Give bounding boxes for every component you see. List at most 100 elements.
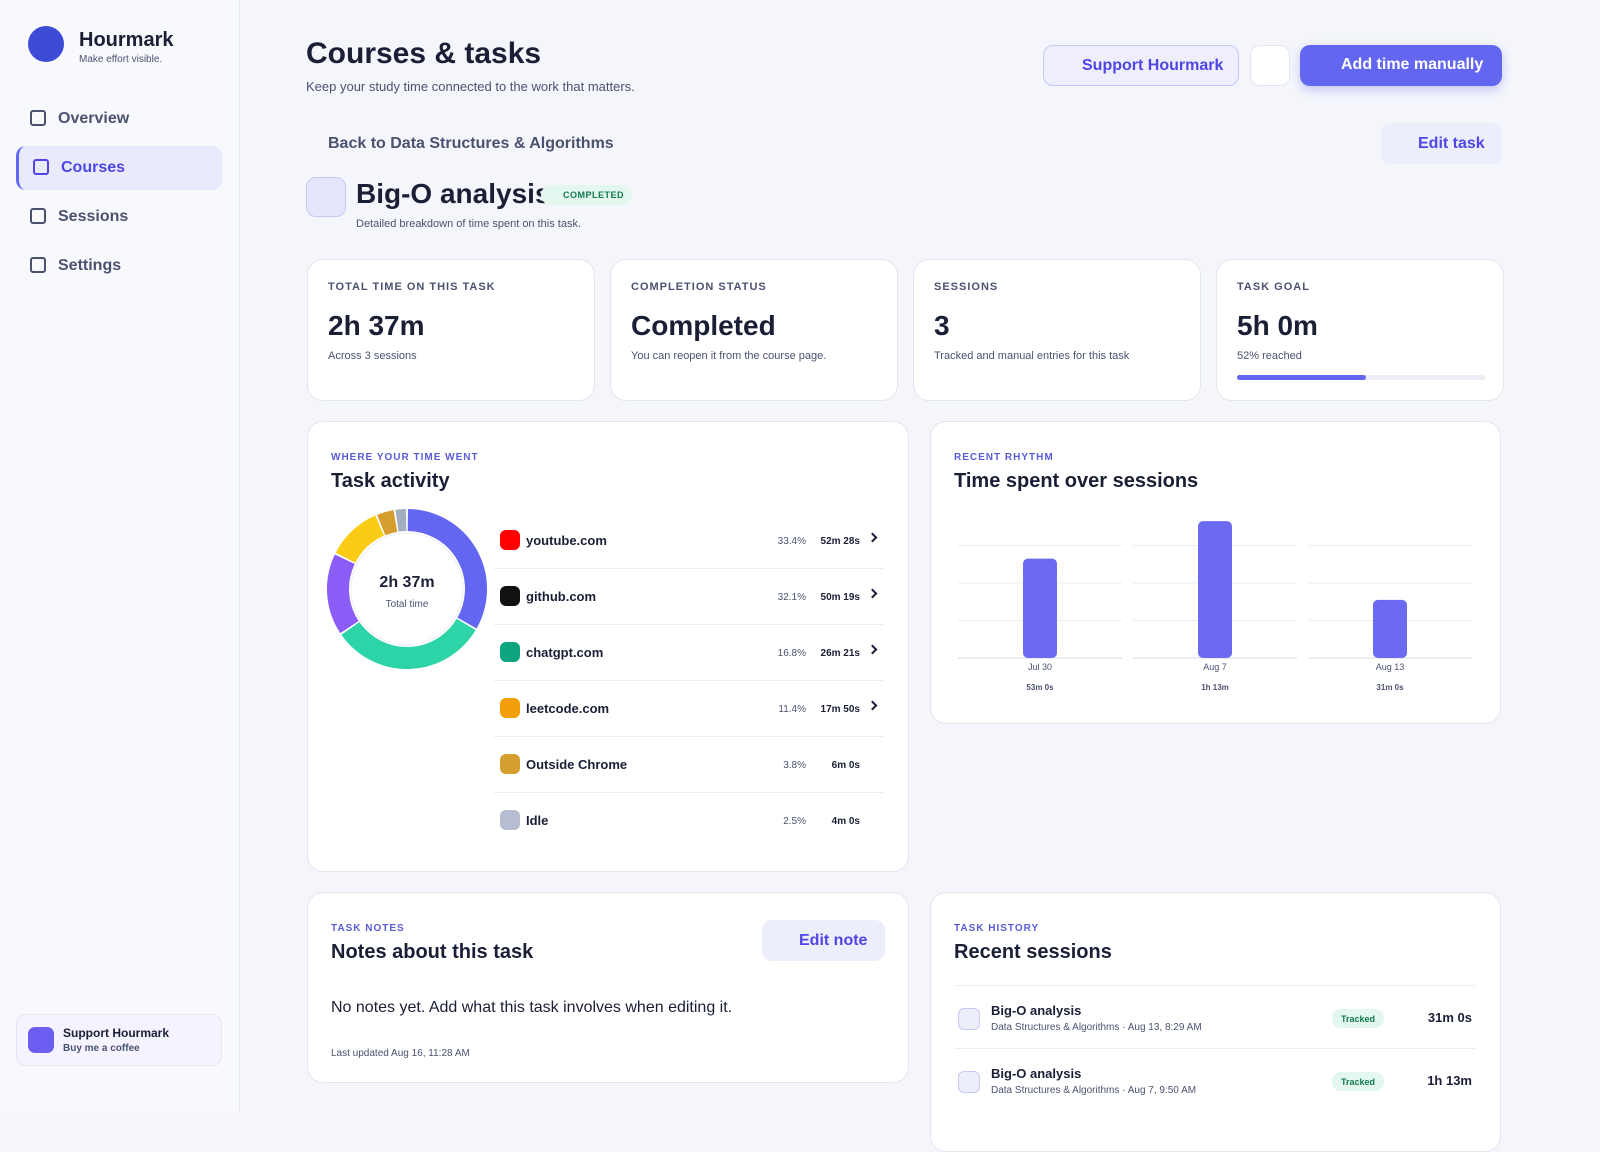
stat-value: 3 bbox=[934, 310, 950, 341]
nav-item[interactable]: Overview bbox=[16, 97, 222, 141]
stat-label: TOTAL TIME ON THIS TASK bbox=[328, 281, 496, 293]
activity-row[interactable]: youtube.com 33.4% 52m 28s bbox=[494, 513, 884, 569]
session-name: Big-O analysis bbox=[991, 1066, 1082, 1081]
eyebrow: WHERE YOUR TIME WENT bbox=[331, 452, 479, 463]
activity-row[interactable]: github.com 32.1% 50m 19s bbox=[494, 569, 884, 625]
chevron bbox=[867, 588, 878, 599]
nav-icon bbox=[33, 159, 49, 175]
session-name: Big-O analysis bbox=[991, 1003, 1082, 1018]
donut-segment bbox=[377, 510, 398, 536]
activity-row: Outside Chrome 3.8% 6m 0s bbox=[494, 737, 884, 793]
tagline: Make effort visible. bbox=[79, 54, 163, 65]
site-icon bbox=[500, 810, 520, 830]
session-icon bbox=[958, 1008, 980, 1030]
site-percent: 2.5% bbox=[783, 816, 806, 827]
support-card[interactable]: Support Hourmark Buy me a coffee bbox=[16, 1014, 222, 1066]
card-title: Recent sessions bbox=[954, 941, 1112, 963]
stat-card: SESSIONS 3 Tracked and manual entries for … bbox=[913, 259, 1201, 401]
nav-item[interactable]: Sessions bbox=[16, 195, 222, 239]
donut-center-value: 2h 37m bbox=[379, 574, 434, 591]
x-label: Jul 30 bbox=[1028, 662, 1052, 672]
card-title: Time spent over sessions bbox=[954, 470, 1199, 492]
eyebrow: TASK HISTORY bbox=[954, 923, 1040, 934]
stat-note: 52% reached bbox=[1237, 350, 1302, 362]
site-duration: 50m 19s bbox=[820, 592, 860, 603]
stat-value: 2h 37m bbox=[328, 310, 425, 341]
activity-card bbox=[307, 421, 909, 872]
site-icon bbox=[500, 586, 520, 606]
chevron bbox=[867, 532, 878, 543]
nav-icon bbox=[30, 110, 46, 126]
site-icon bbox=[500, 698, 520, 718]
bar bbox=[1373, 599, 1407, 658]
donut-segment bbox=[327, 554, 359, 634]
back-link[interactable]: Back to Data Structures & Algorithms bbox=[328, 135, 614, 152]
support-button[interactable]: Support Hourmark bbox=[1043, 45, 1239, 86]
site-name: Outside Chrome bbox=[526, 757, 628, 772]
nav-label: Courses bbox=[61, 159, 126, 176]
session-time: 1h 13m bbox=[1427, 1073, 1472, 1088]
stat-card: COMPLETION STATUS Completed You can reopen… bbox=[610, 259, 898, 401]
history-card bbox=[930, 892, 1501, 1152]
page-title: Courses & tasks bbox=[306, 37, 542, 70]
nav-icon bbox=[30, 208, 46, 224]
edit-task[interactable]: Edit task bbox=[1381, 123, 1502, 164]
session-row[interactable]: Big-O analysis Data Structures & Algorith… bbox=[954, 985, 1476, 1048]
chevron bbox=[867, 700, 878, 711]
stat-note: Across 3 sessions bbox=[328, 350, 417, 362]
eyebrow: TASK NOTES bbox=[331, 923, 405, 934]
nav-label: Settings bbox=[58, 257, 122, 274]
donut-segment bbox=[407, 509, 487, 629]
notes-body: No notes yet. Add what this task involve… bbox=[331, 999, 733, 1016]
nav-label: Sessions bbox=[58, 208, 129, 225]
theme-toggle[interactable] bbox=[1250, 45, 1290, 86]
page-subtitle: Keep your study time connected to the wo… bbox=[306, 79, 635, 94]
task-icon bbox=[306, 177, 346, 217]
donut-segment bbox=[395, 509, 407, 532]
stat-label: COMPLETION STATUS bbox=[631, 281, 767, 293]
session-meta: Data Structures & Algorithms · Aug 13, 8… bbox=[991, 1022, 1202, 1033]
site-name: chatgpt.com bbox=[526, 645, 604, 660]
site-name: leetcode.com bbox=[526, 701, 610, 716]
stat-card: TASK GOAL 5h 0m 52% reached bbox=[1216, 259, 1504, 401]
task-description: Detailed breakdown of time spent on this… bbox=[356, 218, 582, 230]
activity-row[interactable]: chatgpt.com 16.8% 26m 21s bbox=[494, 625, 884, 681]
progress-fill bbox=[1237, 375, 1366, 380]
site-duration: 17m 50s bbox=[820, 704, 860, 715]
bar bbox=[1023, 558, 1057, 658]
stat-label: TASK GOAL bbox=[1237, 281, 1310, 293]
site-duration: 26m 21s bbox=[820, 648, 860, 659]
bar-chart: Jul 30 53m 0s Aug 7 1h 13m Aug 13 31m 0s bbox=[958, 521, 1472, 692]
site-icon bbox=[500, 530, 520, 550]
site-percent: 33.4% bbox=[777, 536, 806, 547]
site-duration: 6m 0s bbox=[831, 760, 860, 771]
value-label: 1h 13m bbox=[1201, 683, 1229, 692]
session-icon bbox=[958, 1071, 980, 1093]
stat-value: 5h 0m bbox=[1237, 310, 1318, 341]
notes-updated: Last updated Aug 16, 11:28 AM bbox=[331, 1048, 470, 1059]
nav-item[interactable]: Settings bbox=[16, 244, 222, 288]
edit-note[interactable]: Edit note bbox=[762, 920, 885, 961]
brand: Hourmark bbox=[79, 29, 174, 51]
support-title: Support Hourmark bbox=[63, 1026, 170, 1040]
site-name: Idle bbox=[526, 813, 549, 828]
session-kind: Tracked bbox=[1332, 1072, 1385, 1091]
donut-segment bbox=[341, 618, 476, 669]
session-meta: Data Structures & Algorithms · Aug 7, 9:… bbox=[991, 1085, 1197, 1096]
card-title: Notes about this task bbox=[331, 941, 534, 963]
site-percent: 32.1% bbox=[777, 592, 806, 603]
site-percent: 16.8% bbox=[777, 648, 806, 659]
chevron bbox=[867, 644, 878, 655]
stat-card: TOTAL TIME ON THIS TASK 2h 37m Across 3 se… bbox=[307, 259, 595, 401]
site-name: youtube.com bbox=[526, 533, 607, 548]
site-percent: 11.4% bbox=[778, 704, 806, 715]
card-title: Task activity bbox=[331, 470, 450, 492]
value-label: 53m 0s bbox=[1026, 683, 1054, 692]
activity-row[interactable]: leetcode.com 11.4% 17m 50s bbox=[494, 681, 884, 737]
nav-item[interactable]: Courses bbox=[16, 146, 222, 190]
add-button[interactable]: Add time manually bbox=[1300, 45, 1502, 86]
stat-label: SESSIONS bbox=[934, 281, 999, 293]
support-sub: Buy me a coffee bbox=[63, 1043, 140, 1054]
donut-chart: 2h 37m Total time bbox=[327, 509, 487, 669]
session-row[interactable]: Big-O analysis Data Structures & Algorith… bbox=[954, 1048, 1476, 1111]
